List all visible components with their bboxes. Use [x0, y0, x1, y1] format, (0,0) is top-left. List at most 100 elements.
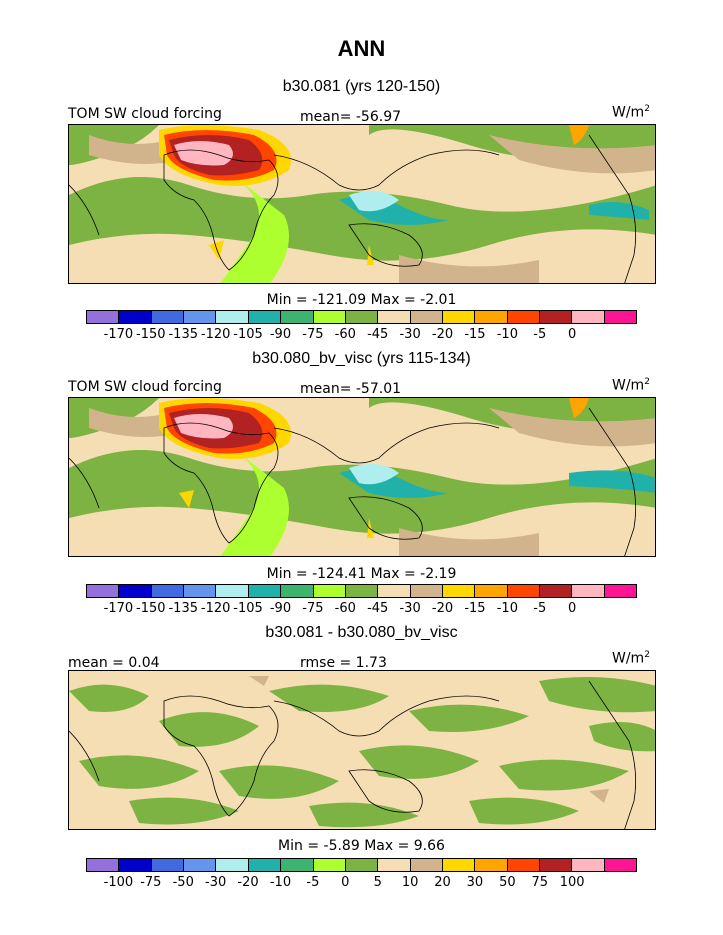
panel-3-subtitle: b30.081 - b30.080_bv_visc [265, 624, 458, 641]
colorbar-swatch [475, 585, 508, 597]
colorbar-swatch [475, 311, 508, 323]
colorbar-tick-label: -135 [168, 601, 198, 616]
colorbar-tick-label: -150 [136, 327, 166, 342]
page-title: ANN [337, 36, 386, 61]
colorbar-swatch [442, 585, 476, 597]
colorbar-tick-label: -45 [367, 601, 389, 616]
colorbar-swatch [281, 585, 314, 597]
colorbar-tick-label: 50 [499, 875, 516, 890]
colorbar-tick-label: -105 [233, 601, 263, 616]
panel-1-units: W/m2 [612, 104, 650, 121]
colorbar-tick-label: 0 [568, 601, 577, 616]
colorbar-tick-label: -5 [306, 875, 320, 890]
colorbar-swatch [507, 859, 541, 871]
colorbar-tick-label: 20 [434, 875, 451, 890]
colorbar-swatch [119, 311, 152, 323]
panel-3-minmax: Min = -5.89 Max = 9.66 [278, 838, 445, 854]
panel-2-map [68, 397, 656, 557]
panel-1-mean-label: mean= -56.97 [300, 109, 402, 125]
colorbar-tick-label: 5 [373, 875, 382, 890]
panel-3-mean-label: mean = 0.04 [68, 655, 160, 671]
colorbar-tick-label: 30 [466, 875, 484, 890]
colorbar-swatch [442, 311, 476, 323]
colorbar-tick-label: 75 [531, 875, 549, 890]
panel-2-subtitle: b30.080_bv_visc (yrs 115-134) [252, 350, 471, 367]
panel-3-map [68, 670, 656, 830]
panel-3-colorbar-ticks: -100 -75 -50 -30 -20 -10 -5 0 5 10 20 30 50 75 100 [86, 875, 637, 891]
colorbar-tick-label: -75 [140, 875, 162, 890]
colorbar-swatch [507, 585, 541, 597]
colorbar-tick-label: -150 [136, 601, 166, 616]
panel-3-rmse-label: rmse = 1.73 [300, 655, 387, 671]
colorbar-swatch [119, 859, 152, 871]
colorbar-swatch [540, 585, 573, 597]
panel-2-units: W/m2 [612, 377, 650, 394]
colorbar-tick-label: -15 [464, 601, 486, 616]
colorbar-swatch [345, 859, 379, 871]
colorbar-tick-label: -60 [334, 601, 356, 616]
colorbar-tick-label: -45 [367, 327, 389, 342]
colorbar-tick-label: -170 [103, 601, 134, 616]
colorbar-tick-label: -50 [172, 875, 194, 890]
colorbar-swatch [313, 311, 346, 323]
panel-2-colorbar-ticks: -170 -150 -135 -120 -105 -90 -75 -60 -45 -30 -20 -1… [86, 601, 637, 617]
panel-2-variable-label: TOM SW cloud forcing [68, 379, 222, 395]
colorbar-tick-label: -5 [533, 601, 547, 616]
colorbar-swatch [604, 859, 637, 871]
colorbar-tick-label: -20 [237, 875, 259, 890]
panel-3-contour-map [69, 671, 655, 829]
colorbar-tick-label: -105 [233, 327, 263, 342]
panel-1-minmax: Min = -121.09 Max = -2.01 [266, 292, 457, 308]
panel-2-colorbar [86, 584, 637, 598]
colorbar-tick-label: -20 [431, 601, 454, 616]
colorbar-swatch [151, 585, 185, 597]
colorbar-swatch [151, 311, 185, 323]
colorbar-swatch [87, 585, 120, 597]
colorbar-swatch [281, 311, 314, 323]
colorbar-swatch [184, 859, 217, 871]
colorbar-swatch [604, 311, 637, 323]
colorbar-swatch [442, 859, 476, 871]
colorbar-tick-label: -10 [496, 327, 518, 342]
colorbar-tick-label: 0 [568, 327, 577, 342]
colorbar-swatch [248, 585, 282, 597]
colorbar-tick-label: -90 [269, 327, 292, 342]
colorbar-swatch [540, 859, 573, 871]
colorbar-tick-label: -170 [103, 327, 134, 342]
colorbar-tick-label: -100 [103, 875, 134, 890]
colorbar-swatch [345, 311, 379, 323]
colorbar-swatch [410, 585, 443, 597]
panel-1-colorbar [86, 310, 637, 324]
colorbar-swatch [313, 585, 346, 597]
colorbar-swatch [216, 585, 249, 597]
colorbar-tick-label: -90 [269, 601, 292, 616]
colorbar-swatch [410, 311, 443, 323]
colorbar-tick-label: 10 [401, 875, 419, 890]
colorbar-swatch [184, 585, 217, 597]
colorbar-tick-label: 0 [341, 875, 350, 890]
colorbar-tick-label: -75 [302, 327, 324, 342]
colorbar-swatch [184, 311, 217, 323]
colorbar-swatch [572, 585, 605, 597]
colorbar-swatch [87, 859, 120, 871]
panel-2-mean-label: mean= -57.01 [300, 381, 402, 397]
panel-3-units: W/m2 [612, 650, 650, 667]
colorbar-swatch [475, 859, 508, 871]
panel-1-subtitle: b30.081 (yrs 120-150) [282, 78, 441, 95]
colorbar-swatch [572, 311, 605, 323]
panel-2-minmax: Min = -124.41 Max = -2.19 [266, 566, 457, 582]
panel-1-contour-map [69, 125, 655, 283]
colorbar-swatch [540, 311, 573, 323]
colorbar-tick-label: -20 [431, 327, 454, 342]
colorbar-tick-label: -30 [399, 601, 421, 616]
panel-2-contour-map [69, 398, 655, 556]
colorbar-swatch [313, 859, 346, 871]
colorbar-swatch [572, 859, 605, 871]
colorbar-swatch [378, 585, 411, 597]
colorbar-tick-label: -30 [399, 327, 421, 342]
panel-1-colorbar-ticks: -170 -150 -135 -120 -105 -90 -75 -60 -45 -30 -20 -1… [86, 327, 637, 343]
colorbar-swatch [87, 311, 120, 323]
panel-1-variable-label: TOM SW cloud forcing [68, 106, 222, 122]
panel-3-colorbar [86, 858, 637, 872]
colorbar-swatch [410, 859, 443, 871]
